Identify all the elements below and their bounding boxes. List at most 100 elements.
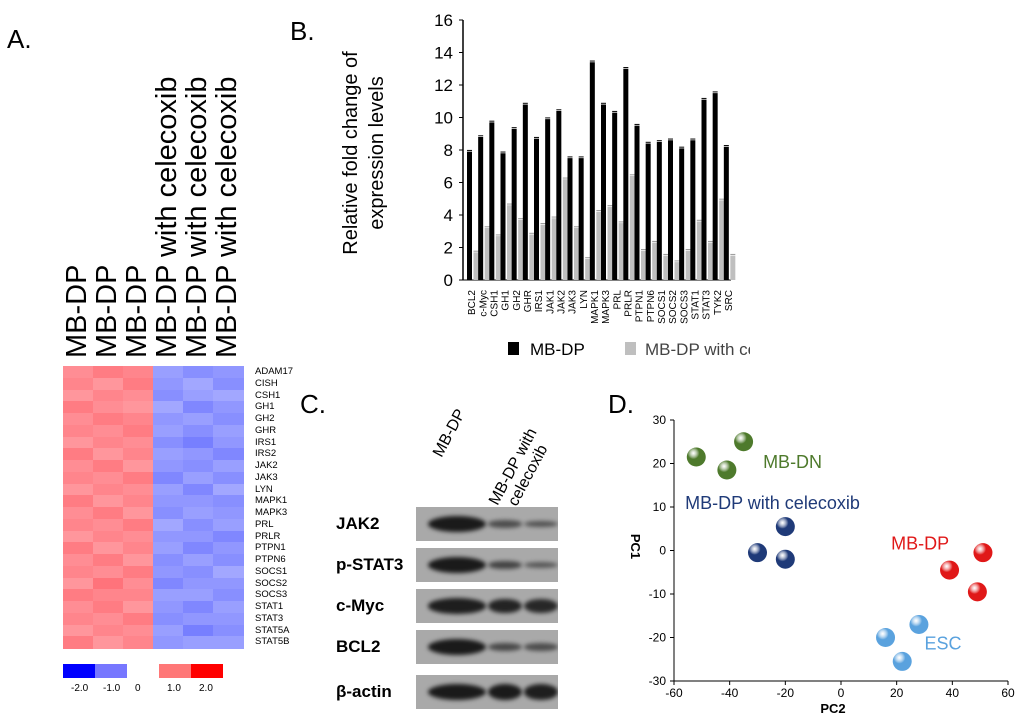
heatmap-gene-label: CSH1 (255, 389, 281, 401)
bar-chart-ylabel-line1: Relative fold change of (340, 51, 362, 255)
heatmap-cell (153, 413, 184, 426)
pca-y-tick-label: 20 (653, 457, 667, 471)
bar-category-label: SOCS2 (668, 290, 679, 324)
heatmap-gene-label: STAT5B (255, 636, 290, 648)
heatmap-cell (213, 483, 244, 496)
pca-label-mb-dp: MB-DP (891, 534, 949, 554)
pca-y-tick-label: 10 (653, 500, 667, 514)
legend-label-mb-dp-celecoxib: MB-DP with celecoxib (645, 340, 750, 359)
bar-mb-dp (467, 151, 472, 280)
heatmap-cell (123, 471, 154, 484)
bar-y-tick-label: 8 (444, 141, 453, 160)
heatmap-cell (123, 483, 154, 496)
bar-mb-dp (645, 143, 651, 280)
heatmap-cell (63, 460, 94, 473)
heatmap-cell (93, 530, 124, 543)
bar-mb-dp-celecoxib (507, 205, 512, 280)
pca-points (686, 432, 993, 671)
panel-label-c: C. (300, 389, 326, 419)
bar-category-label: BCL2 (467, 290, 478, 315)
heatmap-cell (183, 601, 214, 614)
pca-point-mb-dp (967, 582, 987, 602)
bar-category-label: MAPK1 (590, 290, 601, 324)
bar-category-label: PRLR (623, 290, 634, 317)
wb-row-label: JAK2 (336, 514, 380, 533)
heatmap-cell (153, 518, 184, 531)
heatmap-cell (123, 624, 154, 637)
color-scale-label: 0 (135, 683, 141, 694)
bar-category-label: GH2 (512, 290, 523, 311)
heatmap-cell (213, 460, 244, 473)
bar-mb-dp-celecoxib (663, 255, 669, 280)
heatmap-cell (213, 448, 244, 461)
pca-x-tick-label: 0 (838, 686, 845, 700)
wb-band (488, 560, 522, 570)
heatmap-cell (183, 542, 214, 555)
bar-category-label: GH1 (501, 290, 512, 311)
bar-y-tick-label: 16 (434, 11, 453, 30)
heatmap-cell (183, 565, 214, 578)
pca-point-mb-dn (717, 460, 737, 480)
heatmap-cell (213, 589, 244, 602)
bar-mb-dp (634, 125, 640, 280)
heatmap-cell (93, 483, 124, 496)
heatmap-cell (123, 577, 154, 590)
heatmap-gene-label: JAK2 (255, 460, 278, 471)
heatmap-cell (123, 424, 154, 437)
heatmap-cell (183, 460, 214, 473)
bar-y-tick-label: 10 (434, 109, 453, 128)
bar-mb-dp (690, 140, 696, 280)
pca-y-tick-label: 30 (653, 413, 667, 427)
bar-mb-dp (612, 112, 618, 280)
color-scale-label: -2.0 (71, 683, 89, 694)
heatmap-cell (213, 554, 244, 567)
bar-mb-dp (545, 119, 551, 280)
color-scale-segment (127, 664, 159, 678)
heatmap-gene-label: GH2 (255, 413, 275, 424)
panel-label-b: B. (290, 16, 315, 46)
pca-x-label: PC2 (820, 701, 845, 716)
bar-mb-dp (712, 93, 718, 280)
bar-mb-dp-celecoxib (551, 218, 557, 280)
heatmap-cell (153, 589, 184, 602)
bar-mb-dp-celecoxib (574, 228, 579, 280)
heatmap-cell (123, 554, 154, 567)
pca-point-mb-dp-with-celecoxib (748, 543, 767, 563)
wb-band (428, 598, 486, 614)
heatmap-cell (123, 518, 154, 531)
heatmap-cell (213, 495, 244, 508)
heatmap-cell (183, 448, 214, 461)
wb-band (524, 684, 558, 700)
heatmap-cell (183, 424, 214, 437)
heatmap-cell (93, 577, 124, 590)
heatmap-cell (183, 589, 214, 602)
heatmap-gene-label: MAPK3 (255, 507, 288, 518)
heatmap-cell (183, 389, 214, 402)
wb-row-label: β-actin (336, 682, 392, 701)
color-scale-label: 1.0 (167, 683, 181, 694)
heatmap-cell (183, 471, 214, 484)
heatmap-cell (213, 636, 244, 649)
pca-point-mb-dp-with-celecoxib (775, 549, 795, 569)
bar-y-tick-label: 6 (444, 174, 453, 193)
heatmap-cell (93, 495, 124, 508)
bar-mb-dp (489, 122, 495, 280)
wb-band (524, 599, 558, 613)
color-scale-segment (191, 664, 223, 678)
heatmap-cell (213, 471, 244, 484)
bar-mb-dp-celecoxib (730, 255, 736, 280)
bar-mb-dp-celecoxib (495, 236, 501, 280)
bar-y-tick-label: 12 (434, 76, 453, 95)
bar-mb-dp (679, 148, 685, 280)
bar-category-label: GHR (523, 290, 534, 312)
heatmap-cell (213, 507, 244, 520)
pca-x-tick-label: 60 (1001, 686, 1015, 700)
heatmap-cell (213, 612, 244, 625)
heatmap-column-label: MB-DP with celecoxib (151, 76, 183, 358)
bar-mb-dp (511, 128, 517, 280)
bar-mb-dp-celecoxib (518, 219, 524, 280)
color-scale-label: 2.0 (199, 683, 213, 694)
heatmap-cell (93, 401, 124, 414)
bar-mb-dp (589, 62, 595, 280)
pca-scatter-chart: -30 -20 -10 0 10 20 30 -60 -40 -20 0 20 40 60 PC2 PC1 M… (628, 413, 1015, 716)
